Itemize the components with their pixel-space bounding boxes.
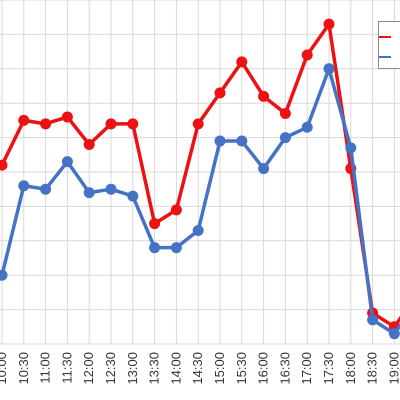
x-tick-label: 12:30 — [103, 352, 118, 385]
series-1-point — [0, 159, 8, 171]
series-1-point — [61, 111, 73, 123]
series-2-point — [127, 190, 139, 202]
series-2-point — [105, 183, 117, 195]
series-1-point — [279, 108, 291, 120]
series-2-point — [258, 163, 270, 175]
x-tick-label: 12:00 — [81, 352, 96, 385]
series-2-point — [0, 269, 8, 281]
series-1-point — [18, 114, 30, 126]
x-tick-label: 16:00 — [256, 352, 271, 385]
x-tick-label: 13:00 — [125, 352, 140, 385]
series-2-point — [192, 224, 204, 236]
x-tick-label: 11:30 — [59, 352, 74, 384]
series-1-point — [127, 118, 139, 130]
x-tick-label: 10:00 — [0, 352, 9, 385]
series-2-point — [323, 63, 335, 75]
series-1-point — [192, 118, 204, 130]
series-1 — [0, 18, 400, 333]
series-2-point — [367, 314, 379, 326]
series-2 — [0, 63, 400, 340]
x-tick-label: 18:00 — [343, 352, 358, 385]
series-2-point — [301, 121, 313, 133]
series-2-line — [0, 67, 400, 336]
series-2-point — [18, 180, 30, 192]
series-1-point — [323, 18, 335, 30]
series-2-point — [83, 187, 95, 199]
x-tick-label: 14:30 — [190, 352, 205, 385]
series-1-point — [236, 56, 248, 68]
series-2-point — [279, 132, 291, 144]
series-1-point — [170, 204, 182, 216]
x-tick-label: 15:00 — [212, 352, 227, 385]
series-1-point — [40, 118, 52, 130]
series-1-point — [105, 118, 117, 130]
series-1-line — [0, 22, 400, 329]
series-2-point — [214, 135, 226, 147]
series-2-point — [170, 242, 182, 254]
series-2-point — [61, 156, 73, 168]
legend-swatch-series-1 — [379, 36, 391, 38]
legend — [378, 21, 400, 69]
x-tick-label: 17:30 — [321, 352, 336, 385]
series-1-point — [301, 49, 313, 61]
series-layer — [0, 18, 400, 340]
series-1-point — [83, 138, 95, 150]
x-tick-label: 17:00 — [299, 352, 314, 385]
x-tick-label: 11:00 — [38, 352, 53, 384]
x-tick-label: 13:30 — [147, 352, 162, 385]
series-2-point — [388, 328, 400, 340]
x-axis-tick-labels: 10:00 10:30 11:00 11:30 12:00 12:30 13:00 13:30… — [0, 352, 400, 385]
legend-swatch-series-2 — [379, 56, 391, 58]
gridlines — [0, 0, 400, 345]
x-tick-label: 16:30 — [277, 352, 292, 385]
x-tick-label: 18:30 — [365, 352, 380, 385]
series-2-point — [40, 183, 52, 195]
series-1-point — [214, 87, 226, 99]
series-2-point — [236, 135, 248, 147]
series-1-point — [149, 218, 161, 230]
x-tick-label: 14:00 — [168, 352, 183, 385]
x-tick-label: 10:30 — [16, 352, 31, 385]
x-tick-label: 19:00 — [386, 352, 400, 385]
series-2-point — [345, 142, 357, 154]
x-tick-label: 15:30 — [234, 352, 249, 385]
series-2-point — [149, 242, 161, 254]
series-1-point — [258, 90, 270, 102]
